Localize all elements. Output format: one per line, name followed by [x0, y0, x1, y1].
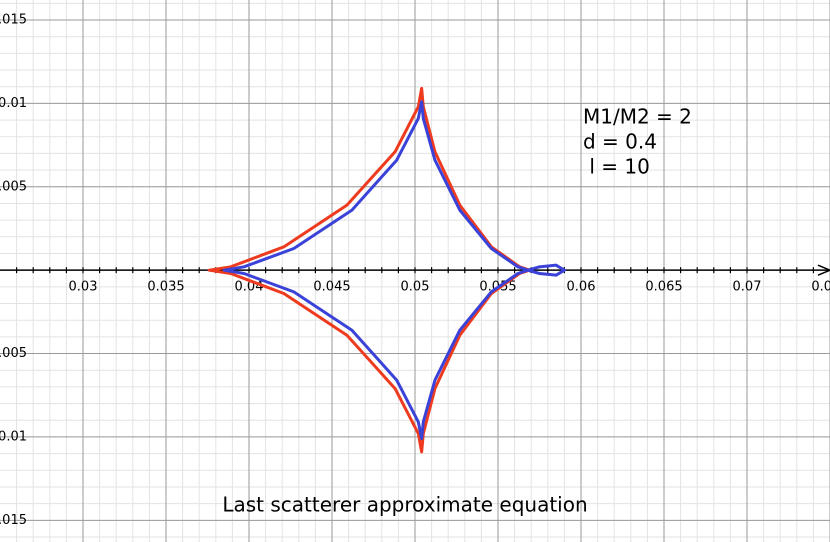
labels: M1/M2 = 2 d = 0.4 l = 10 Last scatterer … [222, 105, 692, 517]
x-tick-label: 0.045 [313, 280, 350, 295]
x-tick-label: 0.035 [147, 280, 184, 295]
x-tick-label: 0.07 [733, 280, 762, 295]
curve [207, 86, 532, 454]
annotation: l = 10 [583, 155, 650, 179]
x-tick-label: 0.075 [811, 280, 830, 295]
curves [207, 86, 566, 454]
x-axis-arrow [817, 264, 830, 276]
y-tick-label: 0.005 [0, 179, 27, 194]
x-tick-label: 0.03 [69, 280, 98, 295]
y-tick-label: -0.005 [0, 346, 27, 361]
x-tick-label: 0.05 [401, 280, 430, 295]
y-tick-label: -0.015 [0, 513, 27, 528]
caption: Last scatterer approximate equation [222, 493, 587, 517]
annotation: M1/M2 = 2 [583, 105, 692, 129]
x-tick-label: 0.065 [645, 280, 682, 295]
y-tick-label: 0.01 [0, 96, 27, 111]
curve [222, 100, 566, 441]
y-tick-label: -0.01 [0, 429, 27, 444]
x-tick-label: 0.06 [567, 280, 596, 295]
y-tick-label: 0.015 [0, 13, 27, 28]
axis: 0.03 0.035 0.04 0.045 0.05 0.055 0.06 0.065 0.07… [0, 13, 830, 528]
annotation: d = 0.4 [583, 130, 657, 154]
